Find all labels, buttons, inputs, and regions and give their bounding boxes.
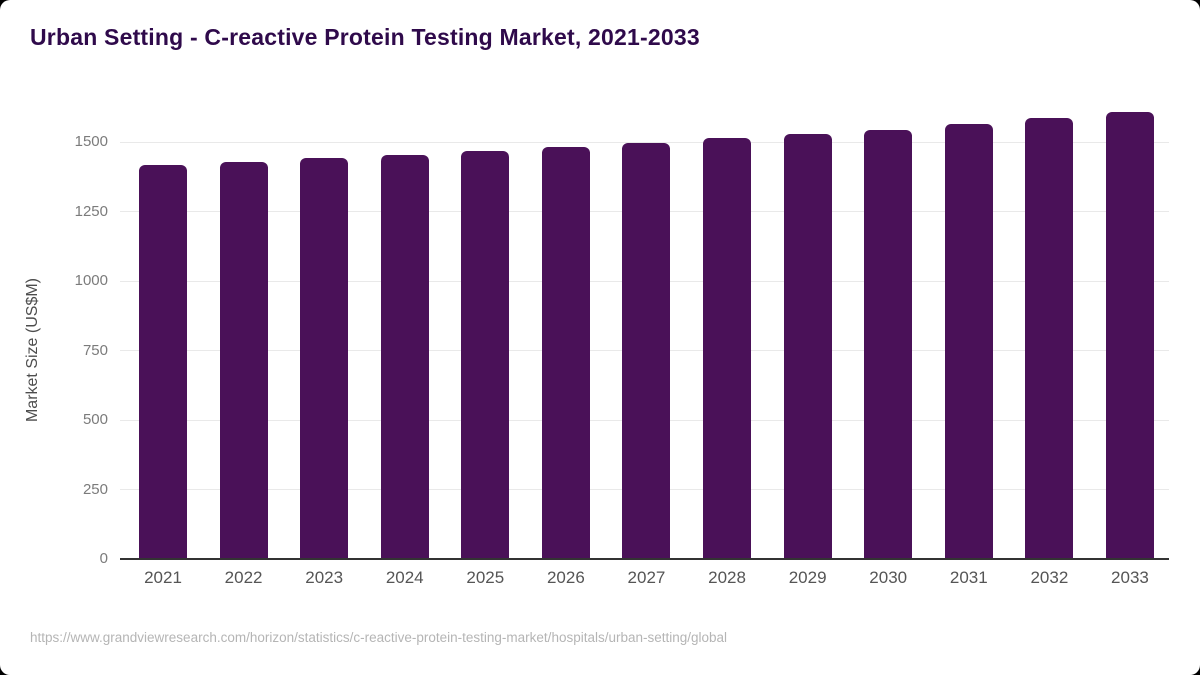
x-tick-label: 2021 xyxy=(144,568,182,587)
chart-title: Urban Setting - C-reactive Protein Testi… xyxy=(30,24,700,50)
x-tick-label: 2031 xyxy=(949,568,988,587)
x-axis-line xyxy=(120,558,1169,560)
x-tick-label: 2027 xyxy=(627,568,666,587)
x-tick-label: 2024 xyxy=(385,568,424,587)
y-tick-label: 750 xyxy=(82,341,108,359)
x-tick-label: 2022 xyxy=(224,568,263,587)
bar-2031 xyxy=(944,124,993,559)
x-tick-label: 2023 xyxy=(305,568,344,587)
bar-2032 xyxy=(1025,118,1074,559)
bar-2023 xyxy=(300,158,349,559)
source-url: https://www.grandviewresearch.com/horizo… xyxy=(30,630,728,645)
bar-2025 xyxy=(461,150,510,559)
y-tick-label: 1250 xyxy=(74,202,108,220)
x-tick-label: 2030 xyxy=(869,568,908,587)
bar-2030 xyxy=(864,129,913,559)
bar-2022 xyxy=(219,161,268,559)
bar-2026 xyxy=(541,146,590,559)
x-tick-label: 2026 xyxy=(546,568,585,587)
bar-2033 xyxy=(1105,111,1154,559)
y-tick-label: 0 xyxy=(99,550,108,567)
bar-2027 xyxy=(622,142,671,559)
x-tick-label: 2025 xyxy=(466,568,505,587)
bar-2021 xyxy=(139,165,187,559)
bar-2029 xyxy=(783,134,832,559)
bar-2024 xyxy=(380,155,429,559)
y-tick-label: 250 xyxy=(82,480,108,498)
x-tick-label: 2028 xyxy=(708,568,746,587)
x-tick-label: 2033 xyxy=(1111,568,1149,587)
bar-2028 xyxy=(703,138,752,559)
y-tick-label: 500 xyxy=(82,411,108,429)
gridline xyxy=(120,141,1169,143)
y-tick-label: 1000 xyxy=(74,272,108,290)
x-tick-label: 2029 xyxy=(788,568,827,587)
y-tick-label: 1500 xyxy=(74,133,108,151)
x-tick-label: 2032 xyxy=(1030,568,1069,587)
